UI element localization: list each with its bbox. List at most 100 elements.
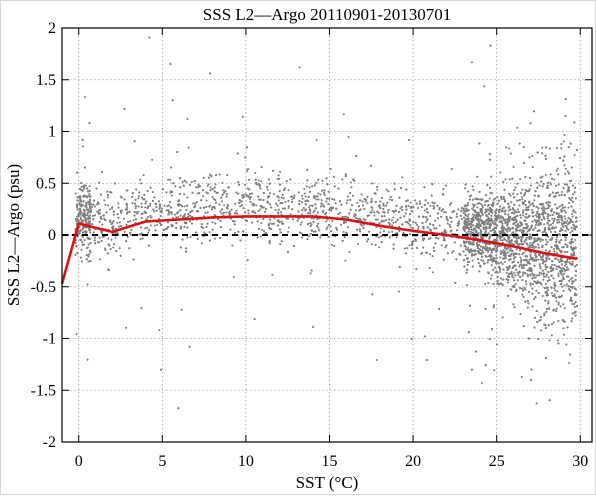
scatter-point [561,280,563,282]
scatter-point [324,194,326,196]
scatter-point [540,267,542,269]
scatter-point [185,251,187,253]
scatter-point [331,220,333,222]
scatter-point [359,230,361,232]
scatter-point [253,203,255,205]
scatter-point [305,203,307,205]
scatter-point [143,174,145,176]
scatter-point [86,236,88,238]
scatter-point [326,198,328,200]
scatter-point [96,211,98,213]
scatter-point [393,243,395,245]
scatter-point [209,231,211,233]
scatter-point [469,305,471,307]
scatter-point [572,312,574,314]
scatter-point [525,283,527,285]
scatter-point [544,227,546,229]
scatter-point [120,225,122,227]
scatter-point [541,204,543,206]
scatter-point [410,206,412,208]
scatter-point [376,189,378,191]
scatter-point [392,216,394,218]
scatter-point [539,224,541,226]
scatter-point [499,218,501,220]
scatter-point [544,287,546,289]
scatter-point [383,220,385,222]
scatter-point [412,206,414,208]
scatter-point [525,280,527,282]
scatter-point [485,214,487,216]
scatter-point [550,231,552,233]
scatter-point [174,185,176,187]
scatter-point [325,212,327,214]
scatter-point [528,190,530,192]
scatter-point [391,224,393,226]
scatter-point [131,196,133,198]
scatter-point [465,232,467,234]
scatter-point [553,287,555,289]
scatter-point [383,230,385,232]
scatter-point [509,195,511,197]
scatter-point [576,149,578,151]
scatter-point [507,279,509,281]
scatter-point [481,382,483,384]
scatter-point [216,192,218,194]
scatter-point [80,218,82,220]
scatter-point [530,238,532,240]
scatter-point [309,208,311,210]
scatter-point [172,99,174,101]
scatter-point [531,212,533,214]
scatter-point [447,222,449,224]
scatter-point [496,209,498,211]
scatter-point [500,277,502,279]
scatter-point [551,237,553,239]
scatter-point [422,239,424,241]
scatter-point [287,200,289,202]
scatter-point [548,276,550,278]
scatter-point [176,151,178,153]
scatter-point [499,237,501,239]
scatter-point [80,186,82,188]
scatter-point [135,188,137,190]
scatter-point [514,256,516,258]
scatter-point [254,172,256,174]
scatter-point [89,201,91,203]
scatter-point [479,224,481,226]
scatter-point [340,204,342,206]
scatter-point [519,271,521,273]
scatter-point [96,203,98,205]
scatter-point [411,210,413,212]
scatter-point [444,246,446,248]
scatter-point [552,268,554,270]
scatter-point [555,265,557,267]
scatter-point [465,248,467,250]
scatter-point [467,261,469,263]
scatter-point [440,216,442,218]
scatter-point [242,230,244,232]
scatter-point [351,204,353,206]
scatter-point [140,203,142,205]
scatter-point [540,319,542,321]
scatter-point [260,180,262,182]
scatter-point [544,264,546,266]
scatter-point [355,155,357,157]
scatter-point [571,277,573,279]
scatter-point [523,194,525,196]
scatter-point [478,262,480,264]
scatter-point [426,211,428,213]
scatter-point [527,300,529,302]
scatter-point [281,221,283,223]
scatter-point [269,240,271,242]
scatter-point [540,329,542,331]
scatter-point [258,179,260,181]
scatter-point [209,72,211,74]
scatter-point [261,229,263,231]
scatter-point [479,249,481,251]
scatter-point [269,203,271,205]
scatter-point [507,251,509,253]
scatter-point [430,230,432,232]
scatter-point [562,327,564,329]
scatter-point [411,247,413,249]
scatter-point [509,228,511,230]
scatter-point [355,209,357,211]
